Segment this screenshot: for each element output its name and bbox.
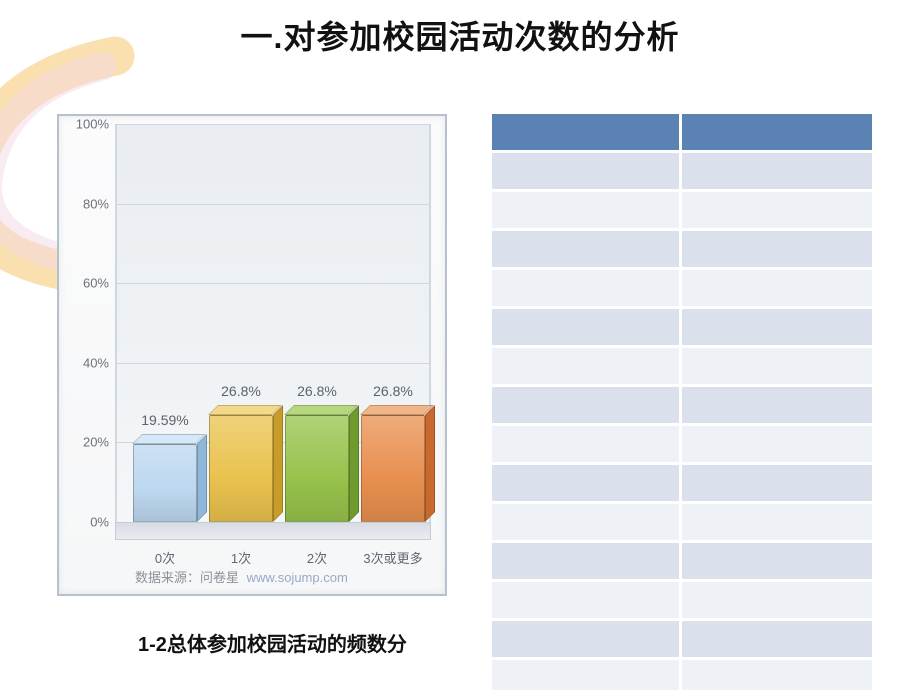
table-cell	[492, 231, 682, 267]
table-cell	[682, 504, 872, 540]
table-row	[492, 231, 872, 267]
table-cell	[682, 426, 872, 462]
table-cell	[682, 153, 872, 189]
bar-side	[349, 405, 359, 522]
table-cell	[682, 621, 872, 657]
table-cell	[492, 660, 682, 690]
bar-value-label: 19.59%	[141, 412, 188, 428]
chart-x-labels: 0次 1次 2次 3次或更多	[115, 548, 431, 568]
data-table	[492, 114, 872, 690]
table-row	[492, 153, 872, 189]
chart-ytick: 100%	[76, 117, 109, 132]
bar-side	[273, 405, 283, 522]
table-row	[492, 465, 872, 501]
bar: 26.8%	[285, 415, 349, 522]
table-cell	[682, 387, 872, 423]
table-cell	[492, 465, 682, 501]
table-cell	[492, 309, 682, 345]
attribution-link: www.sojump.com	[247, 570, 348, 585]
bar: 19.59%	[133, 444, 197, 522]
table-row	[492, 660, 872, 690]
table-cell	[682, 660, 872, 690]
chart-ytick: 60%	[83, 276, 109, 291]
table-row	[492, 426, 872, 462]
table-row	[492, 582, 872, 618]
bar: 26.8%	[361, 415, 425, 522]
table-cell	[682, 582, 872, 618]
chart-ytick: 80%	[83, 196, 109, 211]
table-cell	[492, 504, 682, 540]
table-row	[492, 309, 872, 345]
bar-value-label: 26.8%	[297, 383, 337, 399]
table-cell	[682, 231, 872, 267]
bar-face	[133, 444, 197, 522]
bar-side	[197, 434, 207, 522]
table-cell	[492, 153, 682, 189]
table-header-cell	[682, 114, 872, 150]
chart-x-label: 2次	[307, 548, 327, 567]
bar-value-label: 26.8%	[221, 383, 261, 399]
table-cell	[492, 192, 682, 228]
table-cell	[682, 465, 872, 501]
table-row	[492, 348, 872, 384]
bar-side	[425, 405, 435, 522]
table-cell	[492, 621, 682, 657]
bar-value-label: 26.8%	[373, 383, 413, 399]
table-row	[492, 192, 872, 228]
bar-face	[285, 415, 349, 522]
page-title: 一.对参加校园活动次数的分析	[0, 12, 920, 58]
table-row	[492, 387, 872, 423]
table-header-row	[492, 114, 872, 150]
table-row	[492, 621, 872, 657]
chart-x-label: 0次	[155, 548, 175, 567]
chart-x-label: 1次	[231, 548, 251, 567]
chart-plot-area: 0%20%40%60%80%100% 19.59%26.8%26.8%26.8%	[115, 124, 431, 522]
bar-face	[209, 415, 273, 522]
table-cell	[492, 426, 682, 462]
bars-container: 19.59%26.8%26.8%26.8%	[115, 124, 431, 522]
bar-top	[284, 405, 358, 415]
table-cell	[492, 387, 682, 423]
bar-chart-panel: 0%20%40%60%80%100% 19.59%26.8%26.8%26.8%…	[57, 114, 447, 596]
attribution-prefix: 数据来源：问卷星	[135, 570, 239, 585]
table-cell	[682, 309, 872, 345]
table-cell	[492, 582, 682, 618]
chart-floor	[115, 522, 431, 540]
chart-ytick: 40%	[83, 355, 109, 370]
chart-ytick: 20%	[83, 435, 109, 450]
bar-top	[132, 434, 206, 444]
table-header-cell	[492, 114, 682, 150]
chart-ytick: 0%	[90, 515, 109, 530]
chart-x-label: 3次或更多	[363, 548, 422, 567]
table-cell	[492, 270, 682, 306]
chart-attribution: 数据来源：问卷星 www.sojump.com	[135, 567, 348, 586]
bar: 26.8%	[209, 415, 273, 522]
table-cell	[682, 543, 872, 579]
table-row	[492, 270, 872, 306]
bar-top	[360, 405, 434, 415]
bar-top	[208, 405, 282, 415]
table-cell	[492, 348, 682, 384]
table-cell	[492, 543, 682, 579]
table-cell	[682, 192, 872, 228]
table-cell	[682, 270, 872, 306]
table-cell	[682, 348, 872, 384]
bar-face	[361, 415, 425, 522]
table-row	[492, 543, 872, 579]
table-row	[492, 504, 872, 540]
chart-subtitle: 1-2总体参加校园活动的频数分	[138, 628, 407, 657]
